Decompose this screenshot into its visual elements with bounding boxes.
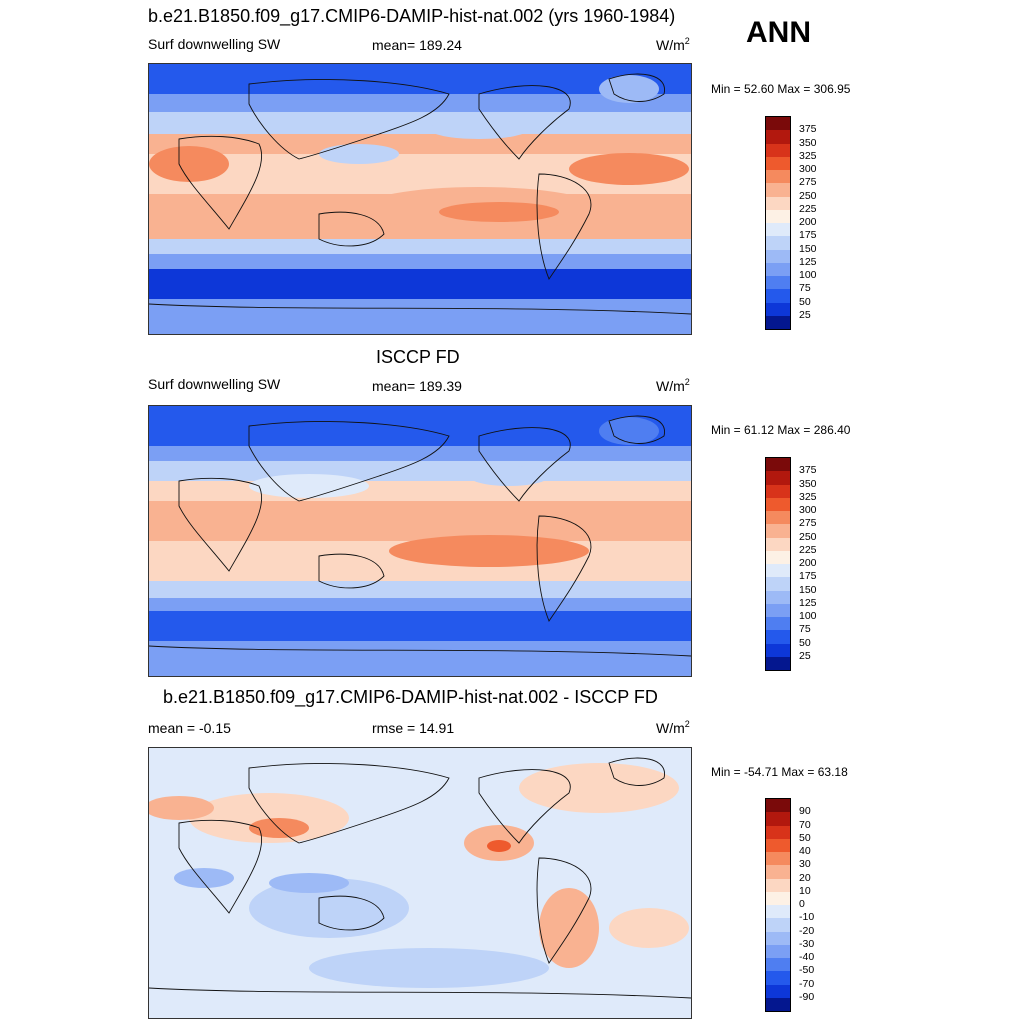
panel-3-level: 50	[799, 831, 811, 844]
panel-1-colorbar	[765, 116, 791, 330]
panel-3-colorbar	[765, 798, 791, 1012]
panel-3-level: 20	[799, 871, 811, 884]
panel-1-level: 50	[799, 295, 811, 308]
panel-2-level: 75	[799, 623, 811, 636]
panel-2-level: 325	[799, 490, 817, 503]
panel-2-level: 25	[799, 649, 811, 662]
panel-1-level: 300	[799, 163, 817, 175]
panel-1-level: 350	[799, 136, 817, 149]
panel-2-level: 300	[799, 504, 817, 516]
panel-3-title: b.e21.B1850.f09_g17.CMIP6-DAMIP-hist-nat…	[163, 687, 658, 707]
panel-1-level: 25	[799, 308, 811, 321]
panel-3-level: -90	[799, 990, 815, 1003]
panel-3-units: W/m2	[656, 719, 690, 736]
panel-2-level: 275	[799, 517, 817, 530]
panel-1-level: 75	[799, 282, 811, 295]
panel-3-rmse-label: rmse = 14.91	[372, 720, 455, 736]
panel-1-level: 150	[799, 242, 817, 255]
panel-2-level: 200	[799, 557, 817, 569]
panel-3-level: -50	[799, 964, 815, 977]
panel-3-level: -70	[799, 977, 815, 990]
panel-3-level: -20	[799, 924, 815, 937]
panel-3-level: 0	[799, 898, 805, 910]
panel-3-level: 40	[799, 845, 811, 857]
panel-1-level: 375	[799, 123, 817, 136]
panel-2-colorbar	[765, 457, 791, 671]
panel-3-map	[148, 747, 692, 1019]
panel-1-level: 325	[799, 149, 817, 162]
panel-3-level: -30	[799, 937, 815, 950]
panel-3-level: 90	[799, 805, 811, 818]
panel-3-level: 70	[799, 818, 811, 831]
panel-2-title: ISCCP FD	[376, 347, 460, 367]
panel-1-level: 250	[799, 189, 817, 202]
panel-3-mean-label: mean = -0.15	[148, 720, 231, 736]
panel-2-variable-label: Surf downwelling SW	[148, 376, 281, 392]
panel-2-level: 100	[799, 610, 817, 622]
panel-2-level: 225	[799, 543, 817, 556]
panel-1-level: 275	[799, 176, 817, 189]
panel-3-level: 10	[799, 884, 811, 897]
panel-1-units: W/m2	[656, 36, 690, 53]
panel-3-level: -10	[799, 911, 815, 924]
panel-1-level: 100	[799, 269, 817, 281]
panel-3-level: -40	[799, 951, 815, 963]
panel-1-minmax: Min = 52.60 Max = 306.95	[711, 82, 851, 96]
panel-2-level: 375	[799, 464, 817, 477]
panel-2-level: 175	[799, 570, 817, 583]
panel-2-level: 150	[799, 583, 817, 596]
panel-1-level: 125	[799, 255, 817, 268]
panel-1-level: 225	[799, 202, 817, 215]
panel-3-level: 30	[799, 858, 811, 871]
panel-1-map	[148, 63, 692, 335]
panel-3-minmax: Min = -54.71 Max = 63.18	[711, 765, 848, 779]
panel-1-level: 200	[799, 216, 817, 228]
panel-2-level: 250	[799, 530, 817, 543]
panel-1-mean-label: mean= 189.24	[372, 37, 462, 53]
panel-2-level: 50	[799, 636, 811, 649]
panel-2-level: 350	[799, 477, 817, 490]
season-label: ANN	[746, 16, 811, 49]
panel-2-level: 125	[799, 596, 817, 609]
panel-2-mean-label: mean= 189.39	[372, 378, 462, 394]
panel-2-units: W/m2	[656, 377, 690, 394]
panel-2-minmax: Min = 61.12 Max = 286.40	[711, 423, 851, 437]
panel-1-variable-label: Surf downwelling SW	[148, 36, 281, 52]
panel-1-title: b.e21.B1850.f09_g17.CMIP6-DAMIP-hist-nat…	[148, 6, 676, 26]
panel-1-level: 175	[799, 229, 817, 242]
panel-2-map	[148, 405, 692, 677]
